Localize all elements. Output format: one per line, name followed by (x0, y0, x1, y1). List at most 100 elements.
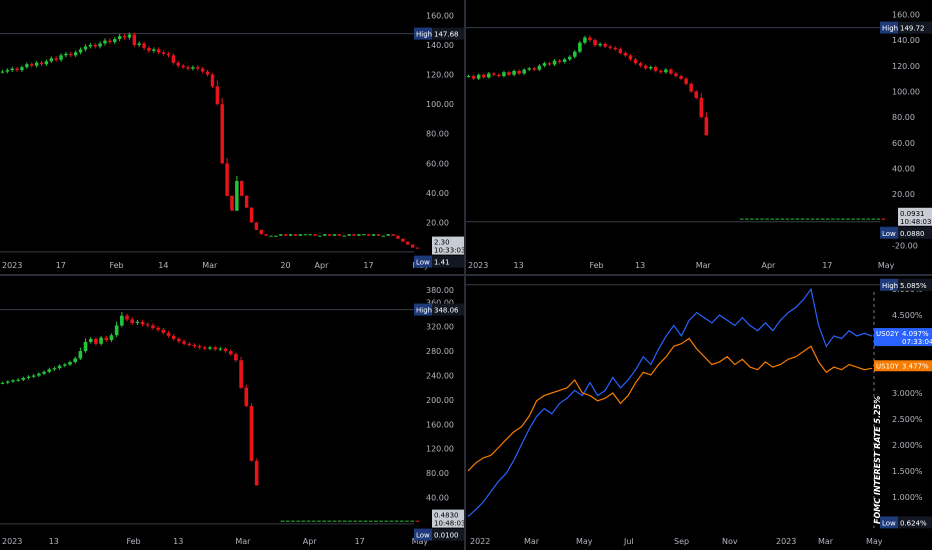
y-tick-label: 60.00 (892, 139, 915, 148)
candle (125, 315, 129, 320)
candle (83, 341, 88, 352)
x-tick-label: Mar (696, 261, 712, 270)
candle (151, 325, 155, 328)
candle (103, 40, 107, 44)
candle (567, 56, 572, 60)
candle (54, 58, 58, 60)
candle (120, 315, 124, 326)
pane-separator-horizontal[interactable] (0, 274, 932, 276)
candle (384, 520, 389, 522)
low-tag-label: Low (882, 519, 896, 527)
candle (122, 36, 127, 38)
candle (59, 55, 63, 60)
candle (109, 335, 114, 341)
candle (313, 234, 317, 236)
candle (410, 520, 415, 522)
candle (352, 234, 356, 236)
candle (223, 348, 228, 352)
candle (633, 59, 638, 64)
candle (851, 218, 855, 220)
candle (362, 234, 366, 236)
candle (225, 163, 229, 196)
candle (471, 76, 476, 79)
candle (114, 325, 119, 336)
candle (0, 382, 5, 384)
candle (628, 55, 633, 60)
candle (132, 34, 137, 45)
candle (47, 369, 52, 372)
candle (552, 60, 557, 65)
x-tick-label: May (866, 537, 883, 546)
x-tick-label: Feb (109, 261, 123, 270)
line-chart: 0.500%1.000%1.500%2.000%2.500%3.000%3.50… (466, 278, 932, 546)
candle (145, 324, 150, 326)
low-value-bg (432, 528, 464, 541)
candle (94, 338, 98, 344)
candle (386, 234, 390, 236)
candle (790, 218, 795, 220)
candle (288, 234, 293, 236)
candle (379, 520, 383, 522)
candle (502, 72, 506, 77)
candle (181, 65, 185, 68)
candle (15, 68, 19, 71)
x-tick-label: 13 (514, 261, 524, 270)
candle (745, 218, 749, 220)
series-time: 07:33:04 (902, 338, 932, 346)
candle (39, 62, 44, 65)
last-price-value: 2.30 (434, 239, 450, 247)
y-tick-label: 160.00 (426, 11, 454, 20)
candle (98, 43, 102, 47)
candle (775, 218, 779, 220)
candle (760, 218, 764, 220)
last-price-bg (898, 207, 932, 226)
candle (876, 218, 881, 220)
candle (88, 44, 93, 47)
y-tick-label: 20.00 (426, 218, 449, 227)
y-tick-label: 1.500% (892, 467, 923, 476)
candle (699, 97, 704, 118)
x-tick-label: Feb (126, 537, 140, 546)
candle (117, 36, 122, 40)
candle (63, 364, 67, 366)
low-tag-label: Low (416, 259, 430, 267)
chart-pane-bottom-right[interactable]: 0.500%1.000%1.500%2.000%2.500%3.000%3.50… (466, 276, 932, 550)
candle (182, 341, 186, 344)
x-tick-label: Mar (235, 537, 251, 546)
candle (593, 40, 597, 46)
low-value-label: 0.0100 (434, 532, 459, 540)
chart-pane-bottom-left[interactable]: 40.00 80.00 120.00 160.00 200.00 240.00 280.00… (0, 276, 464, 550)
candle (203, 347, 207, 349)
chart-pane-top-right[interactable]: -20.00 20.00 40.00 60.00 80.00 100.00 120.00 14… (466, 0, 932, 274)
x-tick-label: Mar (202, 261, 218, 270)
high-marker: High 147.68 (414, 27, 464, 40)
candle (244, 195, 249, 208)
x-tick-label: 17 (56, 261, 66, 270)
high-value-label: 147.68 (434, 31, 459, 39)
candle (507, 72, 511, 75)
low-value-bg (898, 516, 932, 529)
high-value-bg (432, 27, 464, 40)
candle (374, 520, 378, 522)
candle (239, 360, 243, 388)
candle (10, 68, 14, 71)
candle (73, 358, 77, 363)
candle (389, 520, 394, 522)
candle (532, 68, 537, 70)
high-tag-label: High (416, 31, 432, 39)
candle (406, 241, 410, 245)
y-tick-label: 4.500% (892, 311, 923, 320)
candle (244, 387, 249, 406)
candle (332, 520, 337, 522)
candle (318, 235, 322, 237)
candle (215, 86, 220, 105)
candle (653, 67, 658, 71)
candle (512, 70, 516, 75)
x-tick-label: 2023 (776, 537, 796, 546)
candle (342, 235, 347, 237)
candle (820, 218, 825, 220)
candle (166, 332, 171, 336)
chart-pane-top-left[interactable]: 20.00 40.00 60.00 80.00 100.00 120.00 140.00 16… (0, 0, 464, 274)
candle (210, 74, 215, 87)
candle (197, 346, 202, 348)
